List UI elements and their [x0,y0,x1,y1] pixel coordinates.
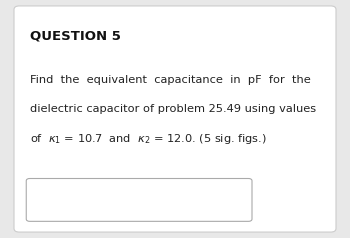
FancyBboxPatch shape [26,178,252,221]
Text: of  $\kappa_1$ = 10.7  and  $\kappa_2$ = 12.0. (5 sig. figs.): of $\kappa_1$ = 10.7 and $\kappa_2$ = 12… [30,132,267,146]
Text: dielectric capacitor of problem 25.49 using values: dielectric capacitor of problem 25.49 us… [30,104,316,114]
Text: QUESTION 5: QUESTION 5 [30,30,121,43]
Text: Find  the  equivalent  capacitance  in  pF  for  the: Find the equivalent capacitance in pF fo… [30,75,310,85]
FancyBboxPatch shape [14,6,336,232]
